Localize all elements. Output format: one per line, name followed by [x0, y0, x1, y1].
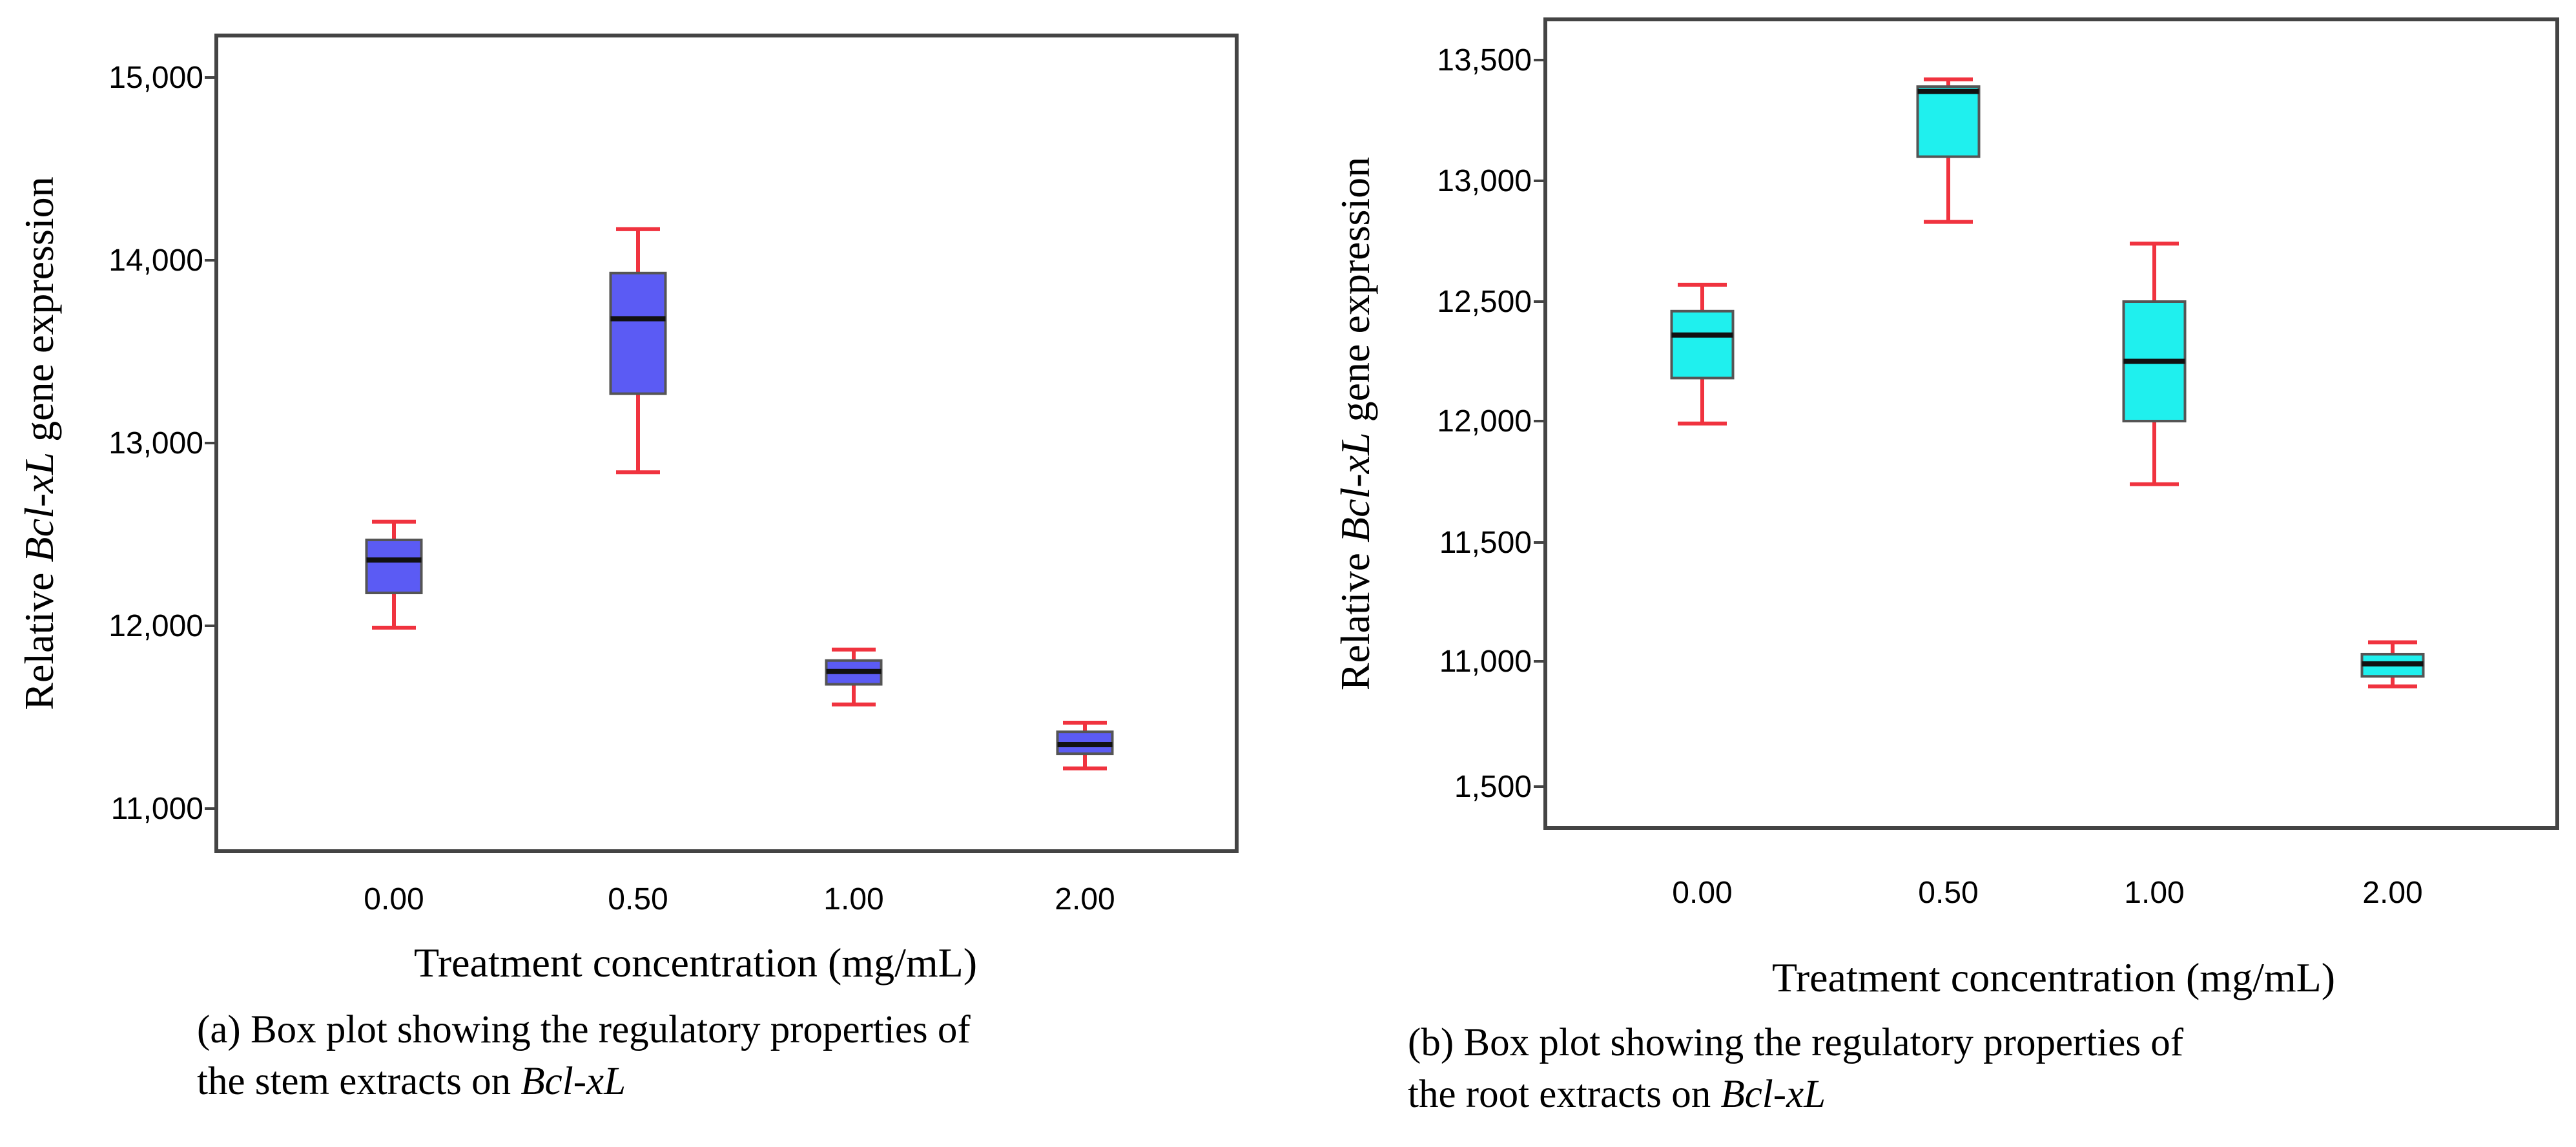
- caption-a-line1: (a) Box plot showing the regulatory prop…: [197, 1008, 971, 1051]
- panel-b-ylabel-part: gene expression: [1332, 157, 1378, 433]
- panel-b-box-2.00: [2360, 640, 2425, 688]
- panel-a-ytick-label: 14,000: [108, 243, 203, 278]
- panel-a-xtick-label: 0.50: [608, 882, 668, 916]
- panel-b-ylabel-part: Bcl-xL: [1332, 432, 1378, 542]
- caption-b-line2: the root extracts on Bcl-xL: [1408, 1069, 2183, 1121]
- panel-a-xlabel: Treatment concentration (mg/mL): [414, 940, 977, 986]
- panel-a-box-0.50: [609, 227, 667, 475]
- panel-a-ytick-label: 13,000: [108, 426, 203, 460]
- panel-a-ylabel: Relative Bcl-xL gene expression: [16, 176, 62, 710]
- panel-b-ytick-label: 12,000: [1437, 404, 1532, 439]
- panel-b-ytick-label: 13,000: [1437, 164, 1532, 198]
- panel-a-box-body: [365, 538, 423, 595]
- caption-b-line2-prefix: the root extracts on: [1408, 1073, 1721, 1116]
- caption-b-line1: (b) Box plot showing the regulatory prop…: [1408, 1021, 2184, 1064]
- panel-b-box-1.00: [2122, 242, 2187, 486]
- panel-a-box-1.00: [825, 647, 883, 707]
- panel-b-box-body: [1670, 309, 1735, 380]
- panel-b-ytick-label: 1,500: [1454, 770, 1532, 804]
- panel-b-xtick-label: 2.00: [2362, 876, 2422, 910]
- panel-b-ytick-label: 12,500: [1437, 285, 1532, 319]
- panel-b-xtick-label: 0.00: [1672, 876, 1732, 910]
- panel-b-xtick-label: 0.50: [1918, 876, 1978, 910]
- panel-b-box-body: [1916, 85, 1981, 158]
- panel-a-xtick-label: 0.00: [364, 882, 424, 916]
- caption-a: (a) Box plot showing the regulatory prop…: [197, 1004, 971, 1108]
- panel-a-ylabel-part: gene expression: [16, 176, 62, 452]
- panel-a-box-body: [609, 271, 667, 395]
- caption-a-line2: the stem extracts on Bcl-xL: [197, 1056, 971, 1108]
- panel-b-box-0.50: [1916, 77, 1981, 224]
- panel-a-ytick-label: 11,000: [111, 792, 203, 826]
- panel-a-ylabel-part: Relative: [16, 562, 62, 710]
- panel-a-ytick-label: 12,000: [108, 609, 203, 643]
- panel-b-ylabel: Relative Bcl-xL gene expression: [1332, 157, 1378, 690]
- panel-b-ytick-label: 11,500: [1439, 526, 1532, 560]
- panel-b-ytick-label: 13,500: [1437, 43, 1532, 78]
- panel-b-xtick-label: 1.00: [2124, 876, 2184, 910]
- caption-b-gene: Bcl-xL: [1720, 1073, 1826, 1116]
- panel-a-box-0.00: [365, 519, 423, 630]
- panel-a-xtick-label: 2.00: [1055, 882, 1115, 916]
- panel-a-ytick-label: 15,000: [108, 61, 203, 95]
- caption-b: (b) Box plot showing the regulatory prop…: [1408, 1017, 2183, 1121]
- panel-b-xlabel: Treatment concentration (mg/mL): [1772, 955, 2335, 1000]
- panel-a-chart: 11,000 12,000 13,000 14,000 15,000 0.00 0.50 1.…: [16, 34, 1239, 986]
- panel-b-ylabel-part: Relative: [1332, 542, 1378, 690]
- panel-a-xtick-label: 1.00: [823, 882, 883, 916]
- panel-b-chart: 1,500 11,000 11,500 12,000 12,500 13,000 13,50…: [1332, 17, 2559, 1000]
- panel-a-box-2.00: [1056, 720, 1114, 770]
- panel-a-ylabel-part: Bcl-xL: [16, 452, 62, 563]
- panel-b-ytick-label: 11,000: [1439, 645, 1532, 679]
- panel-b-plot-frame: [1543, 17, 2559, 830]
- caption-a-line2-prefix: the stem extracts on: [197, 1060, 521, 1103]
- panel-b-box-0.00: [1670, 282, 1735, 426]
- caption-a-gene: Bcl-xL: [520, 1060, 626, 1103]
